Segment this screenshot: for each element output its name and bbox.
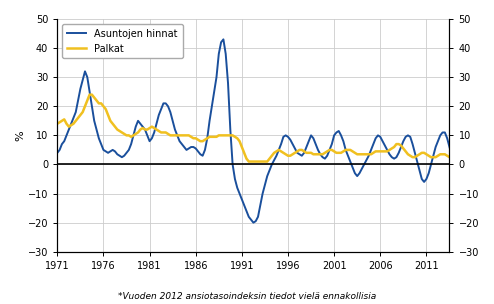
Asuntojen hinnat — [234, 186, 240, 190]
Asuntojen hinnat — [84, 75, 90, 79]
Asuntojen hinnat — [449, 154, 455, 157]
Line: Asuntojen hinnat: Asuntojen hinnat — [57, 39, 452, 223]
Asuntojen hinnat — [181, 145, 187, 149]
Palkat — [84, 98, 90, 102]
Palkat — [449, 155, 455, 159]
Legend: Asuntojen hinnat, Palkat: Asuntojen hinnat, Palkat — [62, 24, 183, 58]
Palkat — [54, 122, 60, 126]
Palkat — [184, 133, 190, 137]
Line: Palkat: Palkat — [57, 95, 452, 161]
Asuntojen hinnat — [54, 151, 60, 155]
Asuntojen hinnat — [169, 119, 175, 123]
Text: *Vuoden 2012 ansiotasoindeksin tiedot vielä ennakollisia: *Vuoden 2012 ansiotasoindeksin tiedot vi… — [118, 292, 376, 301]
Palkat — [86, 93, 92, 96]
Asuntojen hinnat — [250, 221, 256, 224]
Palkat — [172, 133, 178, 137]
Asuntojen hinnat — [269, 163, 275, 166]
Palkat — [292, 151, 298, 155]
Palkat — [246, 160, 252, 163]
Asuntojen hinnat — [220, 37, 226, 41]
Asuntojen hinnat — [292, 147, 298, 150]
Palkat — [269, 154, 275, 157]
Palkat — [234, 136, 240, 140]
Y-axis label: %: % — [15, 130, 25, 141]
